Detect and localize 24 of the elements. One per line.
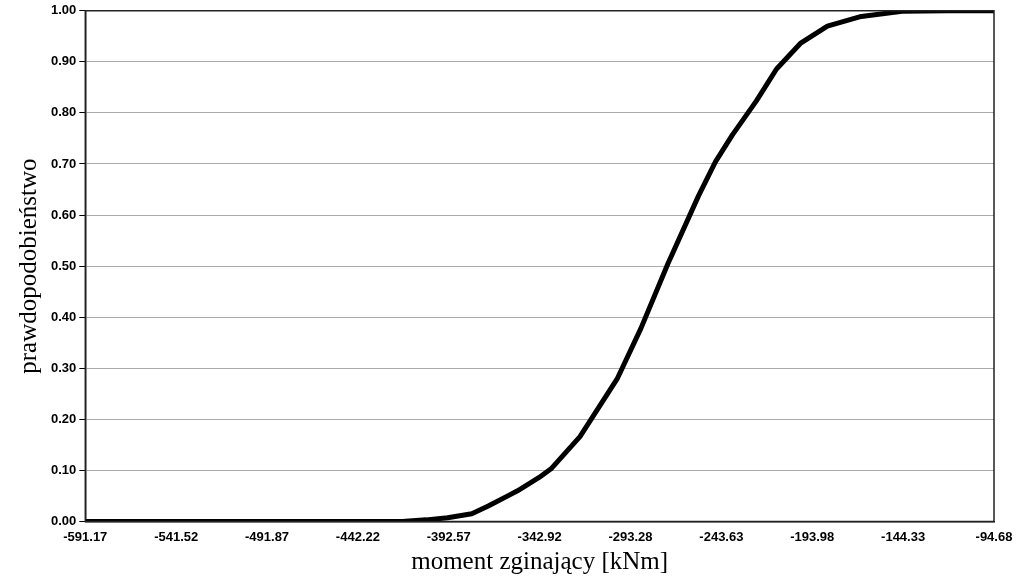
x-tick-label: -392.57 xyxy=(426,528,471,544)
y-tick-label: 0.10 xyxy=(50,461,77,477)
x-tick-label: -193.98 xyxy=(790,528,835,544)
x-tick-label: -591.17 xyxy=(63,528,108,544)
x-tick-label: -342.92 xyxy=(517,528,562,544)
y-tick-label: 0.90 xyxy=(50,53,77,69)
y-tick-label: 0.30 xyxy=(50,359,77,375)
y-tick-label: 0.40 xyxy=(50,308,77,324)
x-tick-label: -491.87 xyxy=(245,528,290,544)
y-tick-label: 0.60 xyxy=(50,206,77,222)
y-tick-label: 0.20 xyxy=(50,410,77,426)
y-tick-label: 0.80 xyxy=(50,104,77,120)
x-tick-label: -293.28 xyxy=(608,528,653,544)
x-tick-label: -541.52 xyxy=(154,528,199,544)
x-tick-label: -144.33 xyxy=(881,528,926,544)
x-tick-label: -243.63 xyxy=(699,528,744,544)
y-tick-label: 0.50 xyxy=(50,257,77,273)
y-tick-label: 1.00 xyxy=(50,2,77,18)
y-axis-title: prawdopodobieństwo xyxy=(13,158,41,374)
x-tick-label: -94.68 xyxy=(975,528,1013,544)
y-tick-label: 0.00 xyxy=(50,512,77,528)
x-tick-label: -442.22 xyxy=(335,528,380,544)
x-axis-title: moment zginający [kNm] xyxy=(411,546,669,574)
y-tick-label: 0.70 xyxy=(50,155,77,171)
